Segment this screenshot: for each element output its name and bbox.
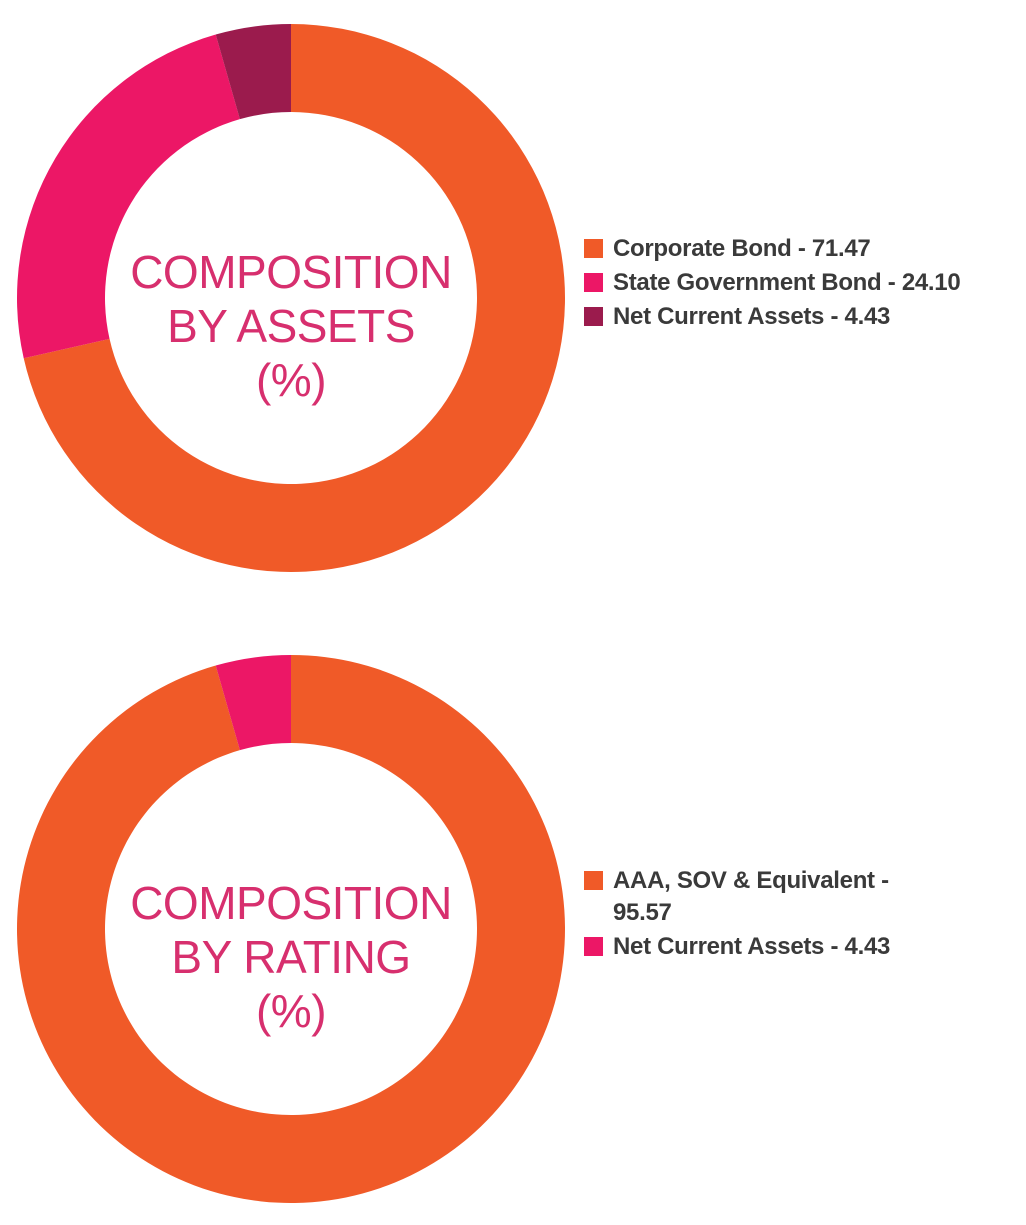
center-label-line: (%): [255, 354, 327, 406]
legend-swatch: [584, 937, 603, 956]
legend-swatch: [584, 273, 603, 292]
chart-center-label: COMPOSITION BY RATING (%): [86, 876, 496, 1038]
donut-slice: [215, 655, 291, 751]
legend-item: Corporate Bond - 71.47: [584, 233, 1024, 265]
chart-composition-by-rating: COMPOSITION BY RATING (%) AAA, SOV & Equ…: [0, 655, 1026, 1216]
donut-slice: [23, 24, 565, 573]
center-label-line: BY ASSETS: [167, 300, 415, 352]
chart-center-label: COMPOSITION BY ASSETS (%): [86, 245, 496, 407]
legend-item: AAA, SOV & Equivalent - 95.57: [584, 865, 944, 929]
legend-item: Net Current Assets - 4.43: [584, 931, 944, 963]
legend-label: Net Current Assets - 4.43: [613, 303, 891, 330]
donut-chart-rating: [17, 655, 566, 1203]
legend-label: AAA, SOV & Equivalent - 95.57: [613, 867, 889, 926]
legend-label: State Government Bond - 24.10: [613, 269, 961, 296]
donut-chart-assets: [16, 24, 565, 573]
legend-swatch: [584, 307, 603, 326]
chart-legend: Corporate Bond - 71.47 State Government …: [584, 233, 1024, 335]
legend-item: State Government Bond - 24.10: [584, 267, 1024, 299]
donut-slice: [17, 655, 566, 1203]
legend-swatch: [584, 871, 603, 890]
chart-composition-by-assets: COMPOSITION BY ASSETS (%) Corporate Bond…: [0, 24, 1026, 585]
legend-item: Net Current Assets - 4.43: [584, 301, 1024, 333]
chart-legend: AAA, SOV & Equivalent - 95.57 Net Curren…: [584, 865, 944, 965]
legend-swatch: [584, 239, 603, 258]
donut-slice: [16, 34, 240, 359]
center-label-line: COMPOSITION: [130, 246, 452, 298]
legend-label: Corporate Bond - 71.47: [613, 235, 871, 262]
center-label-line: COMPOSITION: [130, 877, 452, 929]
center-label-line: BY RATING: [171, 931, 411, 983]
donut-slice: [215, 24, 291, 120]
center-label-line: (%): [255, 985, 327, 1037]
legend-label: Net Current Assets - 4.43: [613, 933, 891, 960]
